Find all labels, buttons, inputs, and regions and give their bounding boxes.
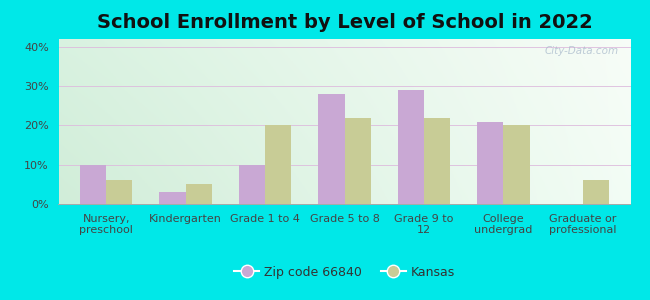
Bar xyxy=(159,192,186,204)
Bar xyxy=(80,165,106,204)
Bar xyxy=(186,184,212,204)
Bar xyxy=(583,180,609,204)
Bar xyxy=(239,165,265,204)
Title: School Enrollment by Level of School in 2022: School Enrollment by Level of School in … xyxy=(97,13,592,32)
Bar xyxy=(424,118,450,204)
Bar xyxy=(265,125,291,204)
Bar xyxy=(318,94,344,204)
Text: City-Data.com: City-Data.com xyxy=(545,46,619,56)
Bar xyxy=(503,125,530,204)
Bar xyxy=(344,118,370,204)
Bar xyxy=(106,180,133,204)
Bar xyxy=(398,90,424,204)
Legend: Zip code 66840, Kansas: Zip code 66840, Kansas xyxy=(229,260,460,283)
Bar xyxy=(477,122,503,204)
